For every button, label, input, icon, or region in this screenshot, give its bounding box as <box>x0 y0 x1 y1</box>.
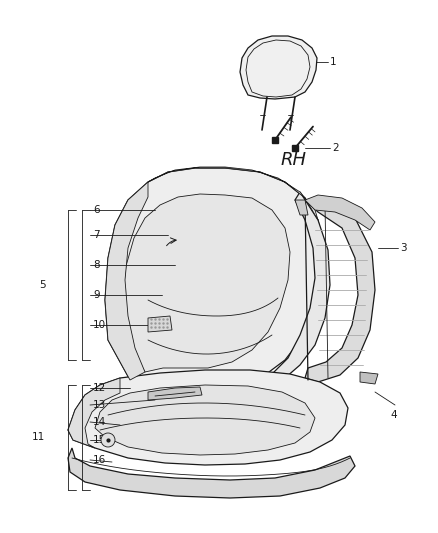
Text: 6: 6 <box>93 205 99 215</box>
Text: 15: 15 <box>93 435 106 445</box>
Polygon shape <box>148 167 318 220</box>
Polygon shape <box>122 194 290 372</box>
Text: 7: 7 <box>93 230 99 240</box>
Text: RH: RH <box>280 151 307 169</box>
Text: 8: 8 <box>93 260 99 270</box>
Circle shape <box>101 433 115 447</box>
Text: 11: 11 <box>32 432 45 442</box>
Text: 5: 5 <box>39 280 45 290</box>
Polygon shape <box>305 195 375 230</box>
Polygon shape <box>305 200 375 382</box>
Text: 10: 10 <box>93 320 106 330</box>
Polygon shape <box>105 168 323 387</box>
Polygon shape <box>360 372 378 384</box>
Polygon shape <box>148 387 202 400</box>
Text: 1: 1 <box>330 57 337 67</box>
Text: 4: 4 <box>390 410 397 420</box>
Polygon shape <box>258 192 330 388</box>
Text: 12: 12 <box>93 383 106 393</box>
Polygon shape <box>68 370 348 465</box>
Polygon shape <box>68 378 120 448</box>
Text: 2: 2 <box>332 143 339 153</box>
Polygon shape <box>295 200 308 215</box>
Text: 3: 3 <box>400 243 406 253</box>
Polygon shape <box>240 36 317 99</box>
Polygon shape <box>95 385 315 455</box>
Polygon shape <box>68 448 355 498</box>
Text: 16: 16 <box>93 455 106 465</box>
Text: 13: 13 <box>93 400 106 410</box>
Polygon shape <box>105 182 148 380</box>
Polygon shape <box>148 316 172 332</box>
Text: 14: 14 <box>93 417 106 427</box>
Text: 9: 9 <box>93 290 99 300</box>
